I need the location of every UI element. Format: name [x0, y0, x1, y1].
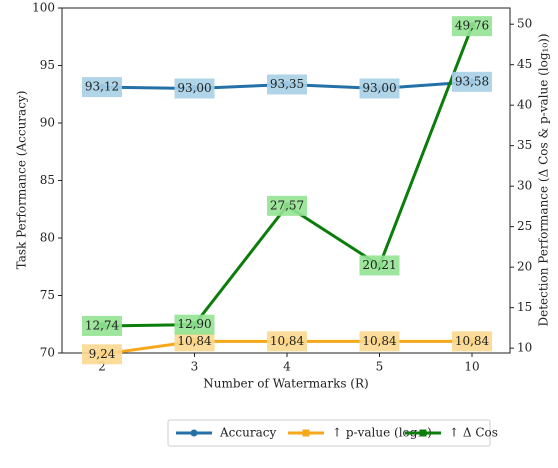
- legend-label: ↑ p-value (log₁₀): [332, 426, 432, 440]
- y2-axis-label: Detection Performance (Δ Cos & p-value (…: [537, 33, 551, 326]
- value-label: 93,35: [270, 77, 304, 91]
- legend-marker: [419, 429, 427, 437]
- y-tick-label: 75: [40, 288, 55, 302]
- y2-tick-label: 25: [517, 219, 532, 233]
- x-tick-label: 3: [191, 360, 199, 374]
- value-label: 12,74: [85, 318, 120, 332]
- value-label: 12,90: [177, 317, 211, 331]
- plot-frame: [61, 7, 511, 354]
- value-label: 10,84: [362, 334, 397, 348]
- value-label: 93,58: [455, 74, 489, 88]
- x-tick-label: 5: [376, 360, 384, 374]
- value-label-box: [174, 78, 215, 99]
- y2-tick-label: 30: [517, 179, 532, 193]
- y-tick-label: 85: [40, 173, 55, 187]
- y-tick-label: 80: [40, 231, 55, 245]
- value-label-box: [359, 255, 400, 276]
- y-tick-label: 95: [40, 58, 55, 72]
- x-tick-label: 2: [98, 360, 106, 374]
- y2-tick-label: 10: [517, 341, 532, 355]
- y-tick-label: 90: [40, 116, 55, 130]
- series-line: [101, 25, 474, 328]
- value-label: 10,84: [455, 334, 490, 348]
- value-label: 20,21: [362, 258, 396, 272]
- legend-label: ↑ Δ Cos: [449, 426, 498, 440]
- y2-tick-label: 40: [517, 98, 532, 112]
- legend-marker: [302, 429, 310, 437]
- value-label-box: [82, 344, 122, 365]
- value-label-box: [82, 315, 122, 336]
- value-label: 93,12: [85, 80, 119, 94]
- y2-tick-label: 35: [517, 138, 532, 152]
- legend-label: Accuracy: [219, 426, 276, 440]
- value-label-box: [452, 71, 492, 92]
- value-label-box: [359, 331, 400, 352]
- x-tick-label: 10: [464, 360, 479, 374]
- value-label-box: [174, 314, 215, 335]
- x-axis-label: Number of Watermarks (R): [203, 377, 368, 391]
- value-label-box: [267, 331, 307, 352]
- y2-tick-label: 20: [517, 260, 532, 274]
- value-label-box: [267, 195, 307, 216]
- value-label-box: [452, 16, 492, 37]
- y2-tick-label: 45: [517, 57, 532, 71]
- value-label-box: [452, 331, 492, 352]
- y-tick-label: 100: [32, 1, 55, 15]
- value-label: 27,57: [270, 198, 304, 212]
- value-label: 10,84: [270, 334, 305, 348]
- y-tick-label: 70: [40, 346, 55, 360]
- y-axis-label: Task Performance (Accuracy): [15, 91, 29, 270]
- value-label-box: [174, 331, 215, 352]
- x-tick-label: 4: [283, 360, 291, 374]
- value-label: 9,24: [89, 347, 116, 361]
- value-label: 10,84: [177, 334, 212, 348]
- value-label-box: [359, 78, 400, 99]
- y2-tick-label: 50: [517, 17, 532, 31]
- legend: [167, 419, 491, 447]
- legend-marker: [190, 429, 198, 437]
- value-label: 49,76: [455, 19, 489, 33]
- value-label-box: [267, 74, 307, 95]
- value-label: 93,00: [177, 81, 211, 95]
- value-label: 93,00: [362, 81, 396, 95]
- y2-tick-label: 15: [517, 300, 532, 314]
- value-label-box: [82, 77, 122, 98]
